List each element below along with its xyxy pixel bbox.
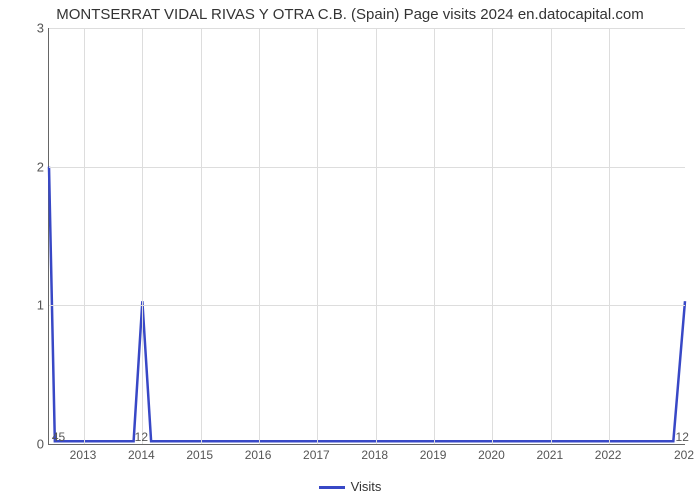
y-tick-label: 0	[14, 437, 44, 452]
legend-swatch	[319, 486, 345, 489]
y-tick-label: 2	[14, 159, 44, 174]
visits-chart: MONTSERRAT VIDAL RIVAS Y OTRA C.B. (Spai…	[0, 0, 700, 500]
x-tick-label: 2017	[303, 448, 330, 462]
grid-line-v	[434, 28, 435, 444]
grid-line-v	[376, 28, 377, 444]
grid-line-v	[609, 28, 610, 444]
value-label: 12	[135, 430, 148, 444]
y-tick-label: 3	[14, 21, 44, 36]
grid-line-v	[201, 28, 202, 444]
legend: Visits	[0, 479, 700, 494]
x-tick-label: 2013	[70, 448, 97, 462]
x-tick-label: 2020	[478, 448, 505, 462]
grid-line-h	[49, 28, 685, 29]
grid-line-v	[317, 28, 318, 444]
legend-label: Visits	[351, 479, 382, 494]
value-label: 12	[676, 430, 689, 444]
x-tick-label: 202	[674, 448, 694, 462]
line-series	[49, 28, 685, 444]
x-tick-label: 2022	[595, 448, 622, 462]
grid-line-v	[84, 28, 85, 444]
grid-line-v	[259, 28, 260, 444]
grid-line-h	[49, 305, 685, 306]
grid-line-v	[551, 28, 552, 444]
x-tick-label: 2016	[245, 448, 272, 462]
chart-title: MONTSERRAT VIDAL RIVAS Y OTRA C.B. (Spai…	[0, 6, 700, 23]
grid-line-v	[142, 28, 143, 444]
x-tick-label: 2021	[536, 448, 563, 462]
y-tick-label: 1	[14, 298, 44, 313]
value-label: 45	[52, 430, 65, 444]
grid-line-v	[492, 28, 493, 444]
x-tick-label: 2015	[186, 448, 213, 462]
plot-area	[48, 28, 685, 445]
x-tick-label: 2014	[128, 448, 155, 462]
x-tick-label: 2018	[361, 448, 388, 462]
grid-line-h	[49, 167, 685, 168]
x-tick-label: 2019	[420, 448, 447, 462]
